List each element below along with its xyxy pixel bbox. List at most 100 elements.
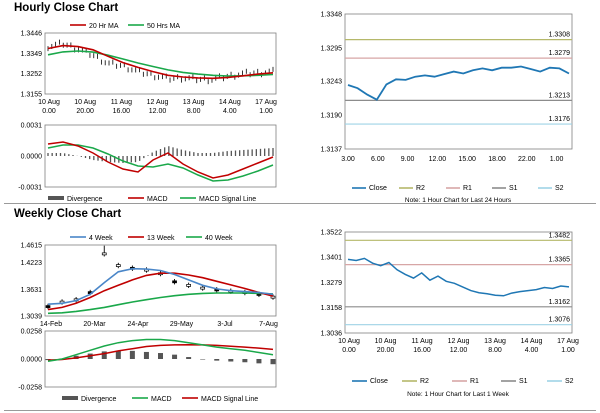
hourly-macd-ytick: -0.0031 (18, 185, 42, 192)
weekly-divergence-bar (256, 359, 262, 364)
weekly1w-level-label-s2: 1.3076 (549, 317, 571, 324)
weekly-candle-body (45, 305, 51, 308)
weekly-xtick: 7-Aug (259, 321, 278, 328)
hourly24-xtick: 12.00 (429, 156, 447, 163)
weekly1w-legend-label: R2 (420, 378, 429, 385)
weekly-divergence-bar (143, 351, 149, 359)
hourly24-level-label-s2: 1.3176 (549, 116, 571, 123)
weekly-legend-4w-label: 4 Week (89, 235, 113, 242)
weekly1w-frame (344, 231, 573, 334)
weekly-divergence-bar (158, 353, 163, 359)
hourly-xtick: 13 Aug 8.00 (183, 99, 205, 115)
weekly1w-level-label-r2: 1.3482 (549, 232, 571, 239)
weekly1w-legend-label: S2 (565, 378, 574, 385)
weekly-legend-divergence-swatch (62, 396, 78, 400)
hourly24-level-label-r2: 1.3308 (549, 32, 571, 39)
hourly24-ytick: 1.3348 (321, 12, 343, 19)
hourly-legend-divergence-swatch (48, 196, 64, 200)
weekly-xtick: 3-Jul (217, 321, 233, 328)
hourly24-xtick: 3.00 (341, 156, 355, 163)
hourly-signal-line (47, 144, 274, 182)
weekly-legend-13w-label: 13 Week (147, 235, 175, 242)
weekly1w-close-line (347, 257, 570, 297)
hourly24-note: Note: 1 Hour Chart for Last 24 Hours (405, 197, 512, 204)
weekly1w-legend-label: S1 (519, 378, 528, 385)
section-divider (4, 203, 596, 204)
hourly-price-ytick: 1.3446 (21, 31, 43, 38)
weekly1w-ytick: 1.3158 (321, 305, 343, 312)
weekly-macd-ytick: 0.0000 (21, 357, 43, 364)
weekly-price-ytick: 1.3039 (21, 314, 43, 321)
hourly24-legend-label: R2 (416, 185, 425, 192)
hourly24-level-label-r1: 1.3279 (549, 50, 571, 57)
weekly-4w-line (47, 267, 274, 305)
hourly-section-title: Hourly Close Chart (14, 2, 119, 14)
weekly-candle-body (101, 252, 107, 256)
weekly-candle-body (200, 286, 206, 290)
hourly24-ytick: 1.3137 (321, 147, 343, 154)
weekly1w-xtick: 10 Aug 0.00 (338, 338, 360, 354)
hourly-xtick: 17 Aug 1.00 (255, 99, 277, 115)
weekly-divergence-bar (172, 354, 178, 359)
hourly24-xtick: 9.00 (401, 156, 415, 163)
weekly-divergence-bar (214, 359, 220, 361)
hourly24-legend-label: S2 (555, 185, 564, 192)
hourly-legend-divergence-label: Divergence (67, 196, 103, 203)
hourly24-legend-label: Close (369, 185, 387, 192)
hourly-xtick: 10 Aug 20.00 (74, 99, 96, 115)
weekly-price-ytick: 1.4615 (21, 243, 43, 250)
weekly-xtick: 29-May (170, 321, 194, 328)
weekly1w-ytick: 1.3401 (321, 255, 343, 262)
hourly-xtick: 10 Aug 0.00 (38, 99, 60, 115)
weekly-candle-body (186, 284, 191, 287)
weekly1w-xtick: 12 Aug 12.00 (448, 338, 470, 354)
weekly1w-legend-label: Close (370, 378, 388, 385)
hourly-legend-20hr-label: 20 Hr MA (89, 23, 119, 30)
weekly-legend-macd-label: MACD (151, 396, 172, 403)
weekly1w-ytick: 1.3036 (321, 331, 343, 338)
hourly-price-ytick: 1.3349 (21, 51, 43, 58)
weekly1w-legend-label: R1 (470, 378, 479, 385)
hourly24-ytick: 1.3295 (321, 45, 343, 52)
weekly1w-xtick: 11 Aug 16.00 (411, 338, 432, 354)
hourly24-ytick: 1.3190 (321, 113, 343, 120)
weekly-candle-body (115, 264, 121, 267)
weekly-candle-body (270, 295, 276, 299)
hourly-price-frame (44, 32, 277, 95)
weekly-macd-ytick: 0.0258 (21, 329, 43, 336)
hourly24-legend-label: R1 (463, 185, 472, 192)
weekly-divergence-bar (129, 350, 135, 359)
hourly-macd-ytick: 0.0031 (21, 123, 43, 130)
hourly-xtick: 14 Aug 4.00 (219, 99, 241, 115)
hourly24-xtick: 1.00 (550, 156, 564, 163)
weekly1w-xtick: 13 Aug 8.00 (484, 338, 506, 354)
weekly-divergence-bar (228, 359, 234, 362)
hourly24-xtick: 18.00 (488, 156, 506, 163)
weekly1w-level-label-s1: 1.3162 (549, 299, 571, 306)
hourly-xtick: 12 Aug 12.00 (147, 99, 169, 115)
weekly1w-ytick: 1.3522 (321, 230, 343, 237)
weekly-macd-line (47, 338, 274, 362)
weekly-divergence-bar (270, 359, 276, 365)
weekly-13w-line (47, 272, 274, 311)
weekly-legend-40w-label: 40 Week (205, 235, 233, 242)
hourly24-level-label-s1: 1.3213 (549, 92, 571, 99)
hourly-xtick: 11 Aug 16.00 (111, 99, 132, 115)
hourly24-close-line (347, 65, 570, 101)
weekly-divergence-bar (115, 350, 121, 359)
hourly24-ytick: 1.3243 (321, 79, 343, 86)
hourly24-xtick: 22.00 (518, 156, 536, 163)
hourly-20hr-ma-line (47, 44, 274, 80)
weekly-price-frame (44, 244, 277, 317)
bottom-divider (4, 410, 596, 411)
weekly-divergence-bar (101, 351, 107, 359)
weekly-section-title: Weekly Close Chart (14, 208, 122, 220)
weekly1w-ytick: 1.3279 (321, 280, 343, 287)
weekly1w-xtick: 10 Aug 20.00 (375, 338, 397, 354)
weekly-divergence-bar (242, 359, 248, 363)
hourly-price-ytick: 1.3155 (21, 92, 43, 99)
weekly-xtick: 20-Mar (83, 321, 106, 328)
weekly1w-xtick: 14 Aug 4.00 (521, 338, 543, 354)
weekly1w-note: Note: 1 Hour Chart for Last 1 Week (407, 391, 510, 398)
hourly24-xtick: 6.00 (371, 156, 385, 163)
